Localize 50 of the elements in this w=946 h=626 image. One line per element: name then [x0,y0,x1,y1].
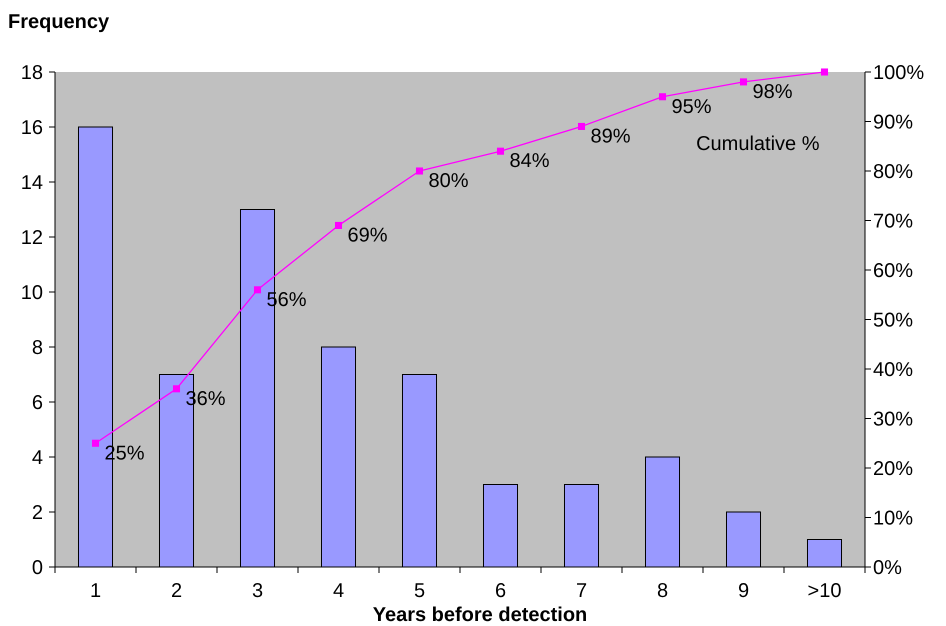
y2-tick-label: 60% [873,260,914,282]
y2-tick-label: 50% [873,310,914,332]
data-label: 80% [428,170,469,192]
data-label: 95% [672,96,712,118]
y-axis-title: Frequency [8,11,110,33]
data-label: 98% [752,80,793,103]
y-tick-label: 18 [20,62,43,84]
y2-tick-label: 100% [873,62,924,84]
point [496,148,504,155]
point [658,93,666,100]
x-tick-label: 1 [90,580,102,602]
x-tick-label: 2 [170,580,182,602]
y2-tick-label: 40% [873,359,914,381]
point [254,286,262,294]
y2-tick-label: 0% [873,557,902,579]
x-tick-label: >10 [808,580,842,602]
y2-tick-label: 30% [873,408,914,430]
y-tick-label: 8 [32,337,43,359]
point [820,68,828,76]
text: Cumulative % [696,133,820,155]
x-tick-label: 5 [414,580,426,602]
point [92,440,100,447]
y-tick-label: 6 [32,392,43,414]
y-tick-label: 2 [32,502,43,524]
y-tick-label: 16 [20,117,43,139]
x-tick-label: 9 [738,580,750,602]
point [416,167,424,175]
y-tick-label: 14 [20,172,43,194]
point [740,78,748,86]
y2-tick-label: 80% [873,161,914,183]
y2-tick-label: 10% [873,508,914,530]
x-tick-label: 8 [656,580,668,602]
y2-tick-label: 90% [873,112,914,134]
y2-tick-label: 20% [873,458,914,480]
y-tick-label: 12 [20,227,43,249]
point [172,385,180,392]
y2-tick-label: 70% [873,210,914,232]
data-label: 69% [348,224,388,246]
x-tick-label: 4 [332,580,344,602]
point [334,222,342,229]
x-tick-label: 7 [576,580,588,602]
x-tick-label: 6 [494,580,506,602]
y-tick-label: 10 [20,282,43,304]
y-tick-label: 0 [32,557,43,579]
x-axis-title: Years before detection [372,604,588,626]
data-label: 84% [510,150,550,172]
x-tick-label: 3 [252,580,264,602]
y-tick-label: 4 [32,447,43,469]
point [578,122,586,130]
data-label: 89% [590,125,631,148]
